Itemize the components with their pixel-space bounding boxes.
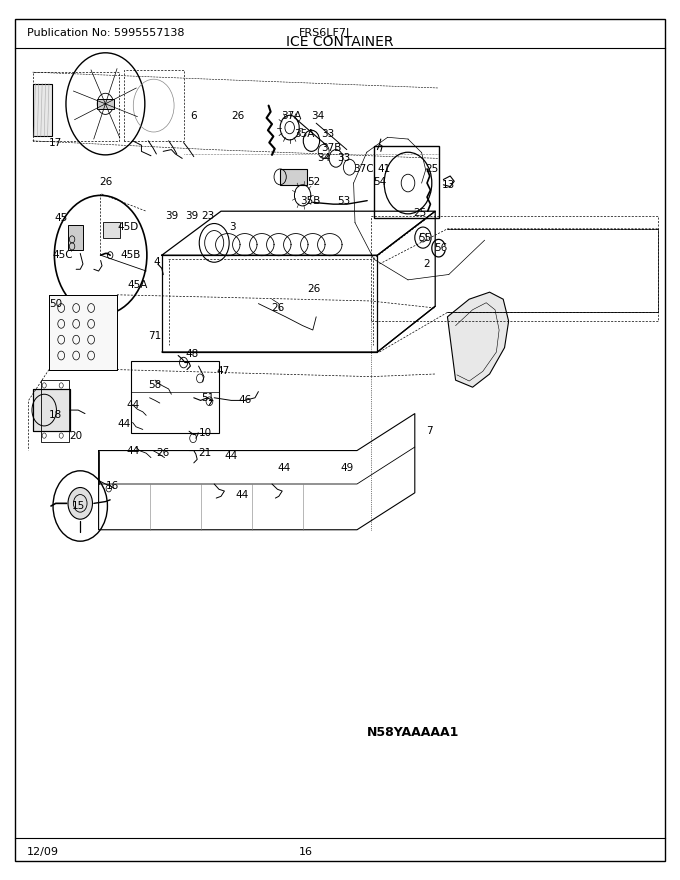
Text: 34: 34: [311, 111, 325, 121]
Bar: [33, 84, 52, 136]
Text: 25: 25: [413, 208, 427, 218]
Text: 47: 47: [216, 366, 230, 377]
Text: 26: 26: [307, 283, 321, 294]
Text: 15: 15: [71, 501, 85, 511]
Text: 71: 71: [148, 331, 162, 341]
Text: 17: 17: [49, 137, 63, 148]
Bar: [49, 295, 117, 370]
Text: 39: 39: [165, 210, 178, 221]
Text: 10: 10: [199, 428, 212, 438]
Text: 37B: 37B: [322, 143, 342, 153]
Text: 12/09: 12/09: [27, 847, 59, 857]
Bar: [49, 295, 117, 370]
Text: 48: 48: [185, 348, 199, 359]
Text: 16: 16: [105, 480, 119, 491]
Bar: [41, 380, 69, 442]
Text: ICE CONTAINER: ICE CONTAINER: [286, 35, 394, 49]
Text: 45: 45: [54, 213, 68, 224]
Text: 13: 13: [442, 180, 456, 190]
Text: 52: 52: [307, 177, 321, 187]
Text: 58: 58: [148, 380, 162, 391]
Text: 3: 3: [229, 222, 236, 232]
Text: N58YAAAAA1: N58YAAAAA1: [367, 726, 460, 738]
Text: 45C: 45C: [52, 250, 73, 260]
Text: 2: 2: [424, 259, 430, 269]
Text: 54: 54: [373, 177, 386, 187]
Bar: [374, 146, 439, 218]
Text: 35A: 35A: [294, 128, 315, 139]
Text: 49: 49: [340, 463, 354, 473]
Text: 44: 44: [117, 419, 131, 429]
Text: 6: 6: [190, 111, 197, 121]
Text: 41: 41: [377, 164, 391, 174]
Text: 20: 20: [69, 430, 83, 441]
Bar: [131, 361, 219, 433]
Text: Publication No: 5995557138: Publication No: 5995557138: [27, 27, 185, 38]
Text: 37C: 37C: [353, 164, 373, 174]
Text: 26: 26: [231, 111, 245, 121]
Text: 25: 25: [425, 164, 439, 174]
Text: 46: 46: [238, 395, 252, 406]
Bar: [33, 389, 70, 431]
Text: 33: 33: [321, 128, 335, 139]
Text: 26: 26: [271, 303, 284, 313]
Text: 50: 50: [49, 298, 63, 309]
Text: 26: 26: [156, 448, 170, 458]
Text: 39: 39: [185, 210, 199, 221]
Text: 56: 56: [434, 243, 447, 253]
Text: 45B: 45B: [120, 250, 141, 260]
Text: 26: 26: [99, 177, 112, 187]
Text: 35B: 35B: [300, 195, 320, 206]
Text: 45A: 45A: [127, 280, 148, 290]
Bar: [97, 99, 114, 109]
Text: 44: 44: [126, 445, 139, 456]
Text: 18: 18: [49, 410, 63, 421]
Text: 55: 55: [418, 232, 432, 243]
Text: 7: 7: [426, 426, 433, 436]
Bar: [68, 225, 83, 250]
Text: 45D: 45D: [117, 222, 139, 232]
Bar: [103, 222, 120, 238]
Text: 16: 16: [299, 847, 313, 857]
Text: 34: 34: [317, 153, 330, 164]
Text: 23: 23: [201, 210, 214, 221]
Text: 4: 4: [153, 257, 160, 268]
Text: 44: 44: [235, 489, 249, 500]
Circle shape: [68, 488, 92, 519]
Text: FRS6LF7J: FRS6LF7J: [299, 27, 350, 38]
Text: 44: 44: [126, 400, 139, 410]
Text: 51: 51: [201, 392, 214, 403]
Polygon shape: [447, 292, 509, 387]
Text: 33: 33: [337, 153, 350, 164]
Text: 44: 44: [224, 451, 238, 461]
Text: 37A: 37A: [281, 111, 301, 121]
Bar: [280, 169, 307, 185]
Text: 53: 53: [337, 195, 350, 206]
Text: 21: 21: [199, 448, 212, 458]
Bar: [33, 389, 70, 431]
Text: 44: 44: [277, 463, 291, 473]
